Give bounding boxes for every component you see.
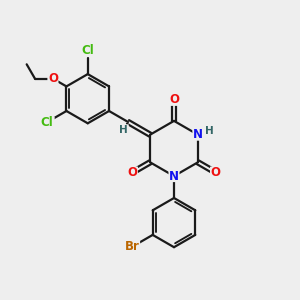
FancyBboxPatch shape	[204, 125, 215, 137]
Text: O: O	[128, 166, 137, 179]
FancyBboxPatch shape	[47, 73, 58, 85]
FancyBboxPatch shape	[192, 129, 203, 141]
Text: O: O	[211, 166, 220, 179]
Text: N: N	[193, 128, 203, 141]
FancyBboxPatch shape	[169, 94, 179, 106]
Text: Br: Br	[124, 240, 139, 254]
Text: H: H	[205, 126, 214, 136]
Text: N: N	[169, 169, 179, 183]
Text: O: O	[169, 93, 179, 106]
Text: Cl: Cl	[40, 116, 53, 129]
Text: O: O	[48, 72, 58, 85]
FancyBboxPatch shape	[38, 116, 55, 128]
FancyBboxPatch shape	[118, 124, 129, 136]
FancyBboxPatch shape	[127, 167, 138, 178]
Text: Cl: Cl	[81, 44, 94, 58]
FancyBboxPatch shape	[80, 45, 96, 57]
FancyBboxPatch shape	[169, 170, 179, 182]
Text: H: H	[119, 125, 128, 135]
FancyBboxPatch shape	[124, 241, 140, 253]
FancyBboxPatch shape	[210, 167, 221, 178]
